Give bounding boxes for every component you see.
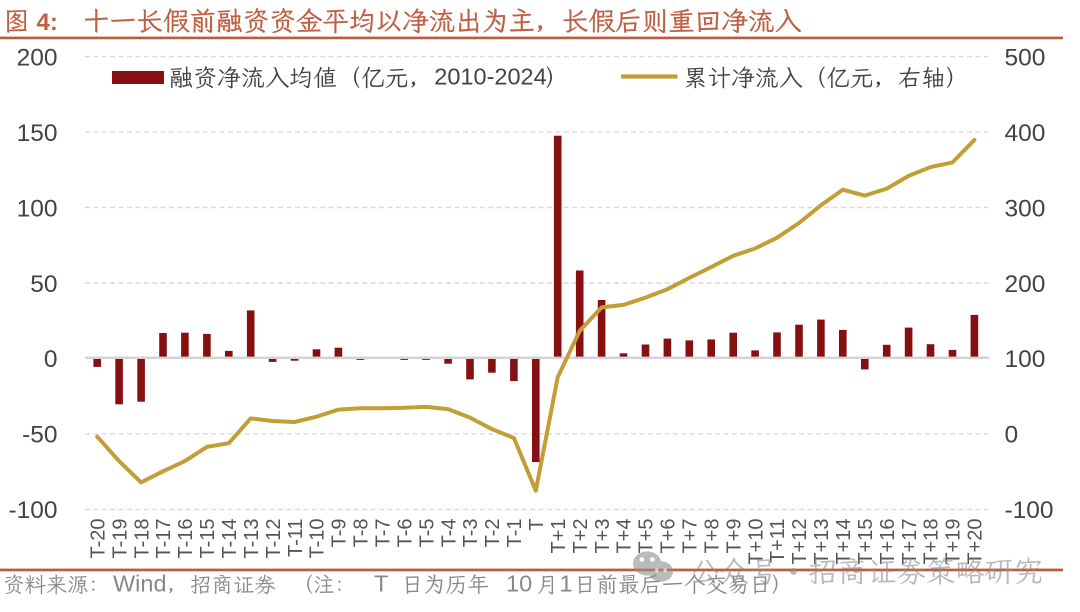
svg-text:200: 200: [17, 44, 58, 71]
svg-text:T+1: T+1: [548, 519, 570, 554]
svg-text:T-11: T-11: [285, 519, 307, 558]
svg-text:T-18: T-18: [131, 519, 153, 559]
svg-text:T+19: T+19: [943, 519, 965, 565]
svg-text:T: T: [374, 571, 388, 597]
svg-text:T-15: T-15: [197, 519, 219, 559]
svg-text:T+9: T+9: [723, 519, 745, 554]
svg-text:T-12: T-12: [263, 519, 285, 559]
svg-text:T-1: T-1: [504, 519, 526, 548]
svg-text:200: 200: [1005, 271, 1046, 298]
svg-text:T-20: T-20: [87, 519, 109, 559]
svg-text:T-10: T-10: [307, 519, 329, 559]
svg-text:T+8: T+8: [701, 519, 723, 554]
svg-text:500: 500: [1005, 44, 1046, 71]
svg-text:0: 0: [1005, 422, 1019, 449]
svg-text:150: 150: [17, 120, 58, 147]
svg-text:2010-2024: 2010-2024: [434, 64, 546, 90]
svg-text:T+10: T+10: [745, 519, 767, 565]
svg-text:T-5: T-5: [416, 519, 438, 548]
svg-text:T-7: T-7: [373, 519, 395, 548]
svg-text:0: 0: [44, 346, 58, 373]
svg-text:T+18: T+18: [921, 519, 943, 565]
svg-text:T+20: T+20: [965, 519, 987, 565]
svg-text:T+12: T+12: [789, 519, 811, 565]
svg-text:100: 100: [17, 195, 58, 222]
svg-text:300: 300: [1005, 195, 1046, 222]
svg-text:T-4: T-4: [438, 519, 460, 548]
svg-text:T-2: T-2: [482, 519, 504, 548]
svg-text:-100: -100: [1005, 497, 1054, 524]
svg-text:T+7: T+7: [680, 519, 702, 554]
svg-text:T+17: T+17: [899, 519, 921, 565]
svg-text:T+2: T+2: [570, 519, 592, 554]
svg-text:T-9: T-9: [329, 519, 351, 548]
svg-text:T+3: T+3: [592, 519, 614, 554]
svg-text:4:: 4:: [37, 9, 58, 36]
svg-text:T+11: T+11: [767, 519, 789, 564]
svg-text:T+15: T+15: [855, 519, 877, 565]
svg-text:T-17: T-17: [153, 519, 175, 559]
svg-text:T-13: T-13: [241, 519, 263, 559]
svg-text:T-16: T-16: [175, 519, 197, 559]
svg-text:T-19: T-19: [109, 519, 131, 559]
svg-text:T+6: T+6: [658, 519, 680, 554]
svg-text:T-14: T-14: [219, 519, 241, 559]
svg-text:T+16: T+16: [877, 519, 899, 565]
svg-text:-50: -50: [22, 422, 57, 449]
svg-text:400: 400: [1005, 120, 1046, 147]
svg-text:1: 1: [560, 571, 573, 597]
svg-text:T+4: T+4: [614, 519, 636, 554]
svg-text:T-8: T-8: [351, 519, 373, 548]
svg-text:T+13: T+13: [811, 519, 833, 565]
svg-text:Wind: Wind: [113, 571, 167, 597]
svg-text:-100: -100: [8, 497, 57, 524]
svg-text:100: 100: [1005, 346, 1046, 373]
svg-text:T-3: T-3: [460, 519, 482, 548]
svg-text:T: T: [526, 519, 548, 531]
svg-text:T-6: T-6: [394, 519, 416, 548]
svg-text:T+14: T+14: [833, 519, 855, 565]
svg-text:T+5: T+5: [636, 519, 658, 554]
svg-text:10: 10: [506, 571, 532, 597]
svg-text:50: 50: [30, 271, 57, 298]
